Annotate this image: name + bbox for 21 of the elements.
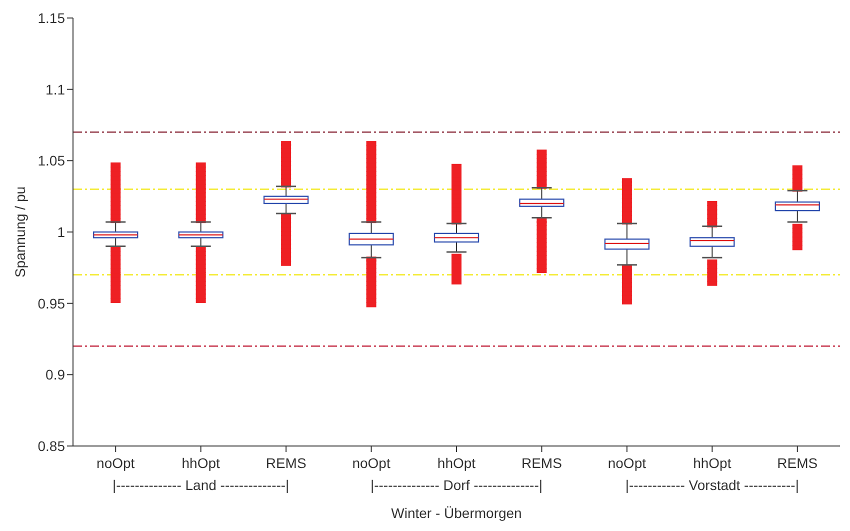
y-tick-label: 1.1: [46, 81, 66, 98]
x-tick-label: hhOpt: [182, 455, 220, 471]
y-axis-title: Spannung / pu: [12, 186, 28, 278]
x-tick-label: noOpt: [96, 455, 135, 471]
text: |-------------- Dorf --------------|: [370, 477, 543, 493]
x-tick-label: REMS: [777, 455, 818, 471]
x-tick-label: hhOpt: [693, 455, 732, 471]
y-tick-label: 0.95: [38, 295, 66, 312]
x-tick-label: REMS: [521, 455, 562, 471]
text: |------------ Vorstadt -----------|: [625, 477, 799, 493]
y-tick-label: 1.15: [38, 10, 66, 26]
x-axis-title: Winter - Übermorgen: [391, 505, 522, 521]
y-tick-label: 1: [57, 224, 66, 240]
y-tick-label: 0.9: [46, 366, 66, 383]
x-tick-label: hhOpt: [437, 455, 476, 471]
x-tick-label: REMS: [266, 455, 306, 471]
y-tick-label: 1.05: [38, 152, 66, 169]
x-tick-label: noOpt: [352, 455, 390, 471]
x-tick-label: noOpt: [608, 455, 646, 471]
y-tick-label: 0.85: [38, 438, 66, 454]
text: |-------------- Land --------------|: [112, 477, 290, 493]
